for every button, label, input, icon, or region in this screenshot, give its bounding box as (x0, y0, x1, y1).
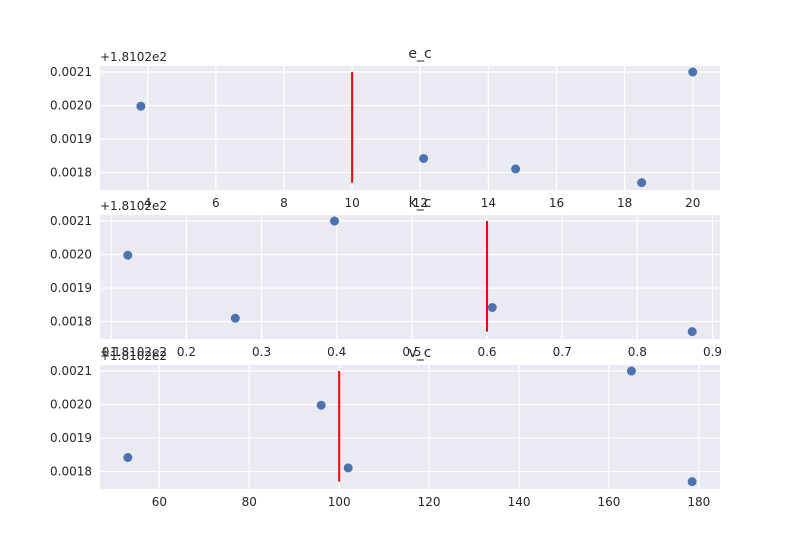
x-tick-label: 120 (418, 495, 441, 509)
y-tick-label: 0.0019 (50, 281, 92, 295)
y-tick-label: 0.0018 (50, 465, 92, 479)
x-tick-label: 0.6 (477, 345, 496, 359)
x-tick-label: 80 (242, 495, 257, 509)
subplot-title: v_c (409, 345, 432, 361)
x-tick-label: 8 (280, 196, 288, 210)
y-tick-label: 0.0018 (50, 315, 92, 329)
data-point (688, 67, 698, 77)
data-point (343, 463, 353, 473)
x-tick-label: 0.8 (628, 345, 647, 359)
x-offset-label: +1.8102e2 (100, 345, 167, 359)
x-tick-label: 0.3 (252, 345, 271, 359)
y-tick-label: 0.0020 (50, 248, 92, 262)
data-point (687, 477, 697, 487)
data-point (329, 216, 339, 226)
y-tick-label: 0.0019 (50, 132, 92, 146)
y-tick-label: 0.0021 (50, 65, 92, 79)
x-tick-label: 12 (413, 196, 428, 210)
x-tick-label: 100 (328, 495, 351, 509)
data-point (123, 452, 133, 462)
x-tick-label: 0.1 (102, 345, 121, 359)
subplot-k_c: 0.1 0.2 0.3 0.4 0.5 0.6 0.7 0.8 0.9 0.0018 0.0019 0… (50, 195, 722, 359)
y-offset-label: +1.8102e2 (100, 199, 167, 213)
y-tick-label: 0.0019 (50, 431, 92, 445)
y-tick-label: 0.0018 (50, 166, 92, 180)
x-tick-label: 18 (617, 196, 632, 210)
axes-background (100, 66, 720, 190)
x-tick-label: 180 (687, 495, 710, 509)
x-tick-label: 6 (212, 196, 220, 210)
data-point (316, 400, 326, 410)
data-point (626, 366, 636, 376)
x-tick-label: 20 (685, 196, 700, 210)
x-tick-label: 140 (508, 495, 531, 509)
y-tick-label: 0.0020 (50, 99, 92, 113)
x-tick-label: 0.2 (177, 345, 196, 359)
data-point (230, 313, 240, 323)
data-point (419, 153, 429, 163)
y-tick-label: 0.0021 (50, 214, 92, 228)
data-point (511, 164, 521, 174)
axes-background (100, 365, 720, 489)
x-tick-label: 0.5 (402, 345, 421, 359)
y-tick-label: 0.0020 (50, 398, 92, 412)
x-tick-label: 0.4 (327, 345, 346, 359)
x-tick-label: 4 (144, 196, 152, 210)
y-tick-label: 0.0021 (50, 364, 92, 378)
x-tick-label: 0.7 (553, 345, 572, 359)
x-tick-label: 160 (597, 495, 620, 509)
x-tick-label: 16 (549, 196, 564, 210)
y-offset-label: +1.8102e2 (100, 50, 167, 64)
y-offset-label: +1.8102e2 (100, 349, 167, 363)
x-tick-label: 60 (152, 495, 167, 509)
data-point (123, 250, 133, 260)
x-tick-label: 0.9 (703, 345, 722, 359)
data-point (136, 101, 146, 111)
x-tick-label: 10 (344, 196, 359, 210)
x-tick-label: 14 (481, 196, 496, 210)
subplot-title: e_c (408, 46, 431, 62)
data-point (687, 327, 697, 337)
data-point (487, 302, 497, 312)
axes-background (100, 215, 720, 339)
subplot-title: k_c (409, 195, 432, 211)
data-point (637, 178, 647, 188)
subplot-e_c: 4 6 8 10 12 14 16 18 20 0.0018 0.0019 0.0020 0.0021 e… (50, 46, 720, 210)
subplot-v_c: 60 80 100 120 140 160 180 0.0018 0.0019 0.0020 0.0… (50, 345, 720, 509)
